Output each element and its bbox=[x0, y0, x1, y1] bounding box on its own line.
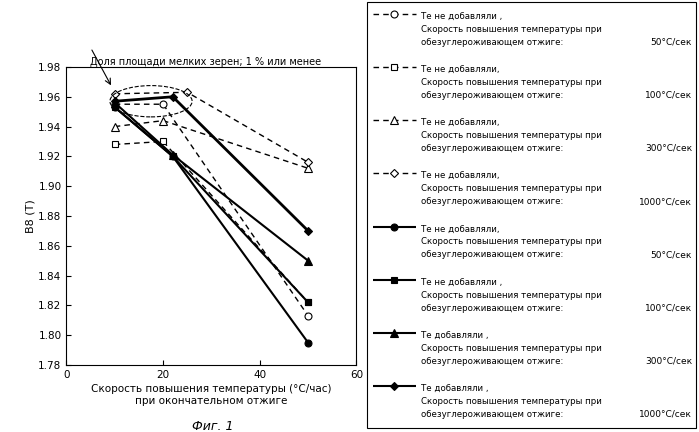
Text: Скорость повышения температуры при: Скорость повышения температуры при bbox=[421, 78, 603, 87]
Text: Те не добавляли,: Те не добавляли, bbox=[421, 118, 500, 127]
Text: Скорость повышения температуры при: Скорость повышения температуры при bbox=[421, 291, 603, 299]
Text: Скорость повышения температуры при: Скорость повышения температуры при bbox=[421, 344, 603, 353]
Text: 50°C/сек: 50°C/сек bbox=[651, 38, 692, 47]
Y-axis label: B8 (Т): B8 (Т) bbox=[26, 199, 36, 233]
Text: 100°C/сек: 100°C/сек bbox=[645, 304, 692, 312]
Text: Фиг. 1: Фиг. 1 bbox=[192, 420, 234, 432]
Text: Скорость повышения температуры при: Скорость повышения температуры при bbox=[421, 131, 603, 140]
Text: обезуглероживающем отжиге:: обезуглероживающем отжиге: bbox=[421, 144, 564, 153]
X-axis label: Скорость повышения температуры (°C/час)
при окончательном отжиге: Скорость повышения температуры (°C/час) … bbox=[91, 384, 332, 406]
Text: Те не добавляли ,: Те не добавляли , bbox=[421, 12, 503, 21]
Text: Те добавляли ,: Те добавляли , bbox=[421, 331, 489, 340]
Text: обезуглероживающем отжиге:: обезуглероживающем отжиге: bbox=[421, 304, 564, 312]
Text: Скорость повышения температуры при: Скорость повышения температуры при bbox=[421, 397, 603, 406]
Text: Те не добавляли,: Те не добавляли, bbox=[421, 225, 500, 233]
Text: 300°C/сек: 300°C/сек bbox=[645, 357, 692, 366]
Text: обезуглероживающем отжиге:: обезуглероживающем отжиге: bbox=[421, 410, 564, 419]
Text: 1000°C/сек: 1000°C/сек bbox=[639, 197, 692, 206]
Text: обезуглероживающем отжиге:: обезуглероживающем отжиге: bbox=[421, 357, 564, 366]
Text: Те не добавляли,: Те не добавляли, bbox=[421, 171, 500, 180]
Text: 1000°C/сек: 1000°C/сек bbox=[639, 410, 692, 419]
Text: Те не добавляли,: Те не добавляли, bbox=[421, 65, 500, 74]
Text: 50°C/сек: 50°C/сек bbox=[651, 251, 692, 259]
Text: Доля площади мелких зерен; 1 % или менее: Доля площади мелких зерен; 1 % или менее bbox=[90, 57, 322, 67]
Text: Скорость повышения температуры при: Скорость повышения температуры при bbox=[421, 238, 603, 246]
Text: 300°C/сек: 300°C/сек bbox=[645, 144, 692, 153]
Text: обезуглероживающем отжиге:: обезуглероживающем отжиге: bbox=[421, 91, 564, 100]
Text: Те добавляли ,: Те добавляли , bbox=[421, 384, 489, 393]
Text: 100°C/сек: 100°C/сек bbox=[645, 91, 692, 100]
Text: обезуглероживающем отжиге:: обезуглероживающем отжиге: bbox=[421, 38, 564, 47]
Text: обезуглероживающем отжиге:: обезуглероживающем отжиге: bbox=[421, 251, 564, 259]
Text: обезуглероживающем отжиге:: обезуглероживающем отжиге: bbox=[421, 197, 564, 206]
Text: Скорость повышения температуры при: Скорость повышения температуры при bbox=[421, 184, 603, 193]
Text: Те не добавляли ,: Те не добавляли , bbox=[421, 278, 503, 286]
Text: Скорость повышения температуры при: Скорость повышения температуры при bbox=[421, 25, 603, 34]
